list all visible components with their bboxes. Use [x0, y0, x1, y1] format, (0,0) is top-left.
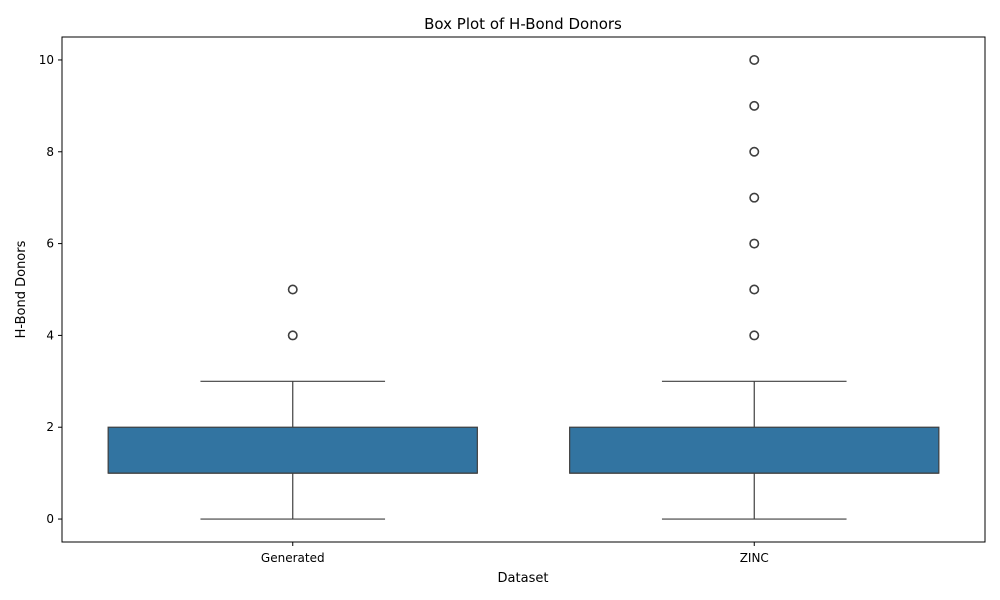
outlier-point	[749, 284, 760, 295]
box-group-zinc	[569, 54, 940, 520]
box-group-generated	[107, 284, 478, 520]
y-tick-label: 0	[46, 512, 54, 526]
x-tick-label: Generated	[261, 551, 325, 565]
outlier-point	[287, 284, 298, 295]
iqr-box	[569, 426, 940, 474]
x-tick-label: ZINC	[740, 551, 769, 565]
y-tick-label: 4	[46, 328, 54, 342]
y-axis-label: H-Bond Donors	[14, 240, 29, 338]
outlier-point	[749, 100, 760, 111]
x-axis-label: Dataset	[498, 571, 549, 586]
y-tick-label: 10	[39, 53, 54, 67]
y-tick-label: 8	[46, 145, 54, 159]
outlier-point	[749, 146, 760, 157]
outlier-point	[749, 54, 760, 65]
chart-title: Box Plot of H-Bond Donors	[424, 15, 622, 33]
x-axis: Generated ZINC	[261, 542, 769, 565]
outlier-point	[749, 330, 760, 341]
iqr-box	[107, 426, 478, 474]
outlier-point	[749, 238, 760, 249]
outlier-point	[287, 330, 298, 341]
plot-area	[107, 54, 940, 520]
plot-frame	[61, 36, 986, 543]
outlier-point	[749, 192, 760, 203]
y-axis: 0 2 4 6 8 10	[39, 53, 62, 526]
y-tick-label: 2	[46, 420, 54, 434]
y-tick-label: 6	[46, 237, 54, 251]
